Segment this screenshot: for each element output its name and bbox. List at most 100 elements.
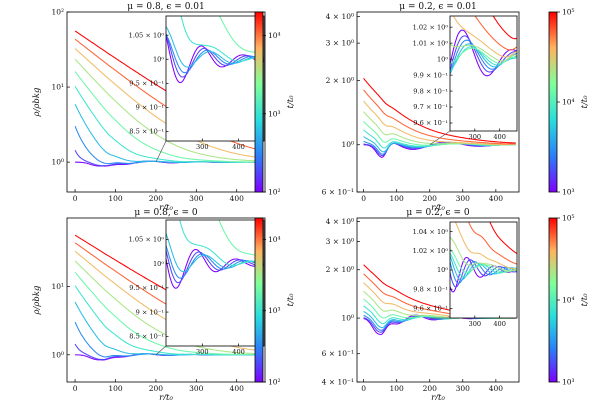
inset-y-tick-label: 1.02 × 10⁰ xyxy=(413,23,449,31)
x-tick-label: 100 xyxy=(390,384,405,393)
inset-x-tick-label: 400 xyxy=(232,143,245,151)
colorbar-label: t/t₀ xyxy=(580,95,590,109)
inset-frame xyxy=(449,15,518,132)
inset-y-tick-label: 8.5 × 10⁻¹ xyxy=(129,333,164,341)
panel-4: 0 100 200 300 400 4 × 10⁻¹ 6 × 10⁻¹ 10⁰ 2 × 10⁰ 3… xyxy=(322,208,590,400)
series-curve-8 xyxy=(363,100,516,146)
y-tick-label: 10¹ xyxy=(51,282,64,291)
inset-x-tick-label: 300 xyxy=(196,143,209,151)
y-tick-label: 2 × 10⁰ xyxy=(326,76,354,85)
colorbar xyxy=(255,12,263,192)
inset-curve-10 xyxy=(492,16,517,40)
inset-curve-8 xyxy=(452,16,517,58)
colorbar xyxy=(549,12,557,192)
x-tick-label: 400 xyxy=(230,384,245,393)
panel-title: μ = 0.2, ϵ = 0 xyxy=(406,208,469,218)
y-tick-label: 10⁰ xyxy=(51,350,64,359)
inset-y-tick-label: 10⁰ xyxy=(153,260,164,268)
inset-connector xyxy=(155,345,167,356)
y-tick-label: 10⁰ xyxy=(341,140,354,149)
inset-background xyxy=(166,16,264,141)
inset-x-tick-label: 300 xyxy=(469,133,482,141)
axes-frame xyxy=(66,11,266,193)
axes-frame xyxy=(356,217,520,383)
panel-1: 0 100 200 300 400 10⁰ 10¹ 10² μ = 0.8, ϵ = 0.01 r… xyxy=(32,2,296,213)
inset-curve-7 xyxy=(450,43,517,62)
inset-frame xyxy=(165,219,265,347)
y-tick-label: 3 × 10⁰ xyxy=(326,39,354,48)
colorbar-tick-label: 10³ xyxy=(268,109,281,118)
inset-connector xyxy=(429,130,451,146)
colorbar-tick-label: 10³ xyxy=(562,188,575,197)
inset-curve-7 xyxy=(450,236,517,272)
x-tick-label: 100 xyxy=(108,384,123,393)
colorbar-tick-label: 10⁴ xyxy=(562,98,575,107)
inset-curve-5 xyxy=(180,16,264,62)
axes-frame xyxy=(356,11,520,193)
panel-title: μ = 0.2, ϵ = 0.01 xyxy=(399,2,477,12)
inset-curve-4 xyxy=(450,255,517,281)
colorbar-tick-label: 10² xyxy=(268,188,281,197)
inset-y-tick-label: 9.7 × 10⁻¹ xyxy=(413,103,448,111)
x-tick-label: 300 xyxy=(456,384,471,393)
x-axis-label: r/t₀ xyxy=(431,393,445,400)
series-curve-10 xyxy=(363,77,516,144)
y-axis-label: ρ/ρbkg xyxy=(32,87,42,117)
inset-y-tick-label: 1.05 × 10⁰ xyxy=(129,236,165,244)
colorbar xyxy=(549,218,557,382)
x-tick-label: 0 xyxy=(73,194,78,203)
inset-series-group xyxy=(166,220,264,289)
inset-y-tick-label: 1.05 × 10⁰ xyxy=(129,31,165,39)
colorbar-tick-label: 10⁴ xyxy=(562,296,575,305)
inset-y-tick-label: 9.5 × 10⁻¹ xyxy=(129,80,164,88)
series-group xyxy=(363,77,516,158)
x-tick-label: 400 xyxy=(489,194,504,203)
series-curve-6 xyxy=(74,71,261,163)
inset-y-tick-label: 10⁰ xyxy=(437,266,448,274)
colorbar-tick-label: 10⁴ xyxy=(268,235,281,244)
x-axis-label: r/t₀ xyxy=(431,203,445,213)
inset-x-tick-label: 300 xyxy=(469,320,482,328)
colorbar-tick-label: 10⁵ xyxy=(562,214,575,223)
x-tick-label: 100 xyxy=(108,194,123,203)
inset-y-tick-label: 9.8 × 10⁻¹ xyxy=(413,87,448,95)
colorbar-label: t/t₀ xyxy=(580,293,590,307)
y-tick-label: 10⁰ xyxy=(51,158,64,167)
colorbar-label: t/t₀ xyxy=(286,95,296,109)
inset-curve-10 xyxy=(489,222,517,255)
inset-series-group xyxy=(166,16,264,84)
inset-curve-2 xyxy=(166,33,264,78)
x-tick-label: 300 xyxy=(189,194,204,203)
inset-y-tick-label: 9 × 10⁻¹ xyxy=(136,308,165,316)
y-tick-label: 6 × 10⁻¹ xyxy=(322,188,354,197)
inset-curve-9 xyxy=(474,16,517,51)
inset-background xyxy=(166,220,264,346)
inset-curve-6 xyxy=(218,220,264,259)
inset-curve-5 xyxy=(179,220,264,266)
x-tick-label: 0 xyxy=(73,384,78,393)
x-tick-label: 400 xyxy=(230,194,245,203)
inset-x-tick-label: 400 xyxy=(493,133,506,141)
x-tick-label: 0 xyxy=(361,384,366,393)
x-tick-label: 300 xyxy=(189,384,204,393)
inset-y-tick-label: 1.01 × 10⁰ xyxy=(413,39,449,47)
inset-connector xyxy=(155,140,167,163)
inset-curve-3 xyxy=(166,34,264,74)
colorbar-frame xyxy=(254,11,264,193)
inset-curve-4 xyxy=(166,233,264,273)
colorbar-tick-label: 10³ xyxy=(268,306,281,315)
inset-series-group xyxy=(450,16,517,77)
inset-curve-6 xyxy=(450,248,517,274)
y-tick-label: 10¹ xyxy=(51,83,64,92)
y-tick-label: 4 × 10⁰ xyxy=(326,217,354,226)
inset-curve-1 xyxy=(450,29,517,77)
y-tick-label: 6 × 10⁻¹ xyxy=(322,349,354,358)
inset-curve-9 xyxy=(468,222,517,265)
series-curve-7 xyxy=(363,111,516,146)
series-curve-6 xyxy=(74,271,261,356)
axes-frame xyxy=(66,217,266,383)
inset-y-tick-label: 9.6 × 10⁻¹ xyxy=(413,305,448,313)
colorbar-tick-label: 10² xyxy=(268,378,281,387)
x-tick-label: 200 xyxy=(149,194,164,203)
